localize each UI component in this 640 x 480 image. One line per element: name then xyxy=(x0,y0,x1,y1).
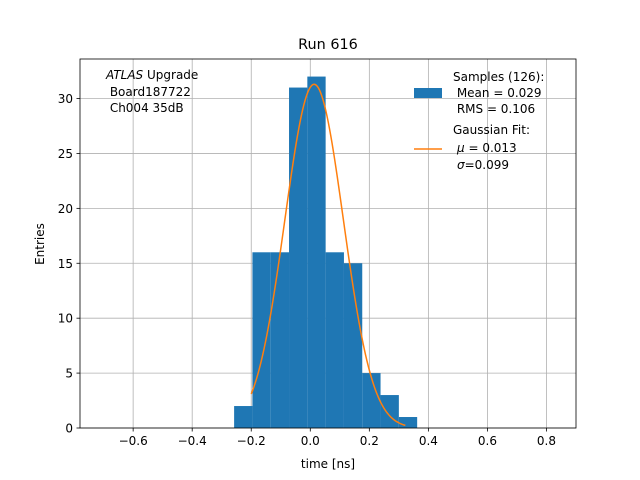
legend-sigma-symbol: σ xyxy=(457,158,465,172)
legend-samples-line1: Samples (126): xyxy=(453,70,544,84)
legend-fit-mu: μ = 0.013 xyxy=(456,141,517,155)
x-tick-label: 0.4 xyxy=(419,434,438,448)
y-tick-label: 10 xyxy=(58,312,73,326)
y-tick-label: 25 xyxy=(58,147,73,161)
annotation-upgrade: Upgrade xyxy=(143,68,198,82)
histogram-bar xyxy=(362,373,381,428)
y-axis-ticks: 0 5 10 15 20 25 30 xyxy=(58,92,80,436)
histogram-bar xyxy=(252,252,271,428)
histogram-bars xyxy=(234,76,418,429)
y-tick-label: 20 xyxy=(58,202,73,216)
y-axis-label: Entries xyxy=(33,223,47,265)
histogram-bar xyxy=(289,87,308,428)
histogram-bar xyxy=(307,76,326,429)
x-axis-label: time [ns] xyxy=(301,457,355,471)
legend-mu-value: = 0.013 xyxy=(465,141,517,155)
annotation-board: Board187722 xyxy=(106,85,191,99)
annotation-line1: ATLAS Upgrade xyxy=(105,68,198,82)
legend-mu-symbol: μ xyxy=(456,141,465,155)
histogram-bar xyxy=(343,263,363,428)
x-tick-label: −0.6 xyxy=(119,434,148,448)
annotation-channel: Ch004 35dB xyxy=(106,101,184,115)
x-tick-label: 0.8 xyxy=(537,434,556,448)
x-tick-label: −0.2 xyxy=(237,434,266,448)
histogram-bar xyxy=(270,252,290,428)
x-tick-label: −0.4 xyxy=(178,434,207,448)
legend-fit-line1: Gaussian Fit: xyxy=(453,123,530,137)
legend-samples-mean: Mean = 0.029 xyxy=(453,86,542,100)
x-tick-label: 0.6 xyxy=(478,434,497,448)
histogram-bar xyxy=(234,406,253,428)
x-axis-ticks: −0.6 −0.4 −0.2 0.0 0.2 0.4 0.6 0.8 xyxy=(119,428,556,448)
gaussian-fit xyxy=(250,83,406,427)
y-tick-label: 30 xyxy=(58,92,73,106)
plot-frame xyxy=(79,58,577,429)
legend-fit-sigma: σ=0.099 xyxy=(457,158,509,172)
fit-curve xyxy=(250,83,406,427)
histogram-bar xyxy=(325,252,344,428)
x-tick-label: 0.0 xyxy=(301,434,320,448)
histogram-bar xyxy=(398,417,418,428)
legend-samples-patch xyxy=(414,88,442,98)
x-tick-label: 0.2 xyxy=(360,434,379,448)
y-tick-label: 0 xyxy=(65,422,73,436)
annotation-atlas: ATLAS xyxy=(105,68,144,82)
histogram-bar xyxy=(380,395,399,428)
atlas-annotation: ATLAS Upgrade Board187722 Ch004 35dB xyxy=(105,68,198,115)
chart-title: Run 616 xyxy=(298,37,358,53)
y-tick-label: 5 xyxy=(65,367,73,381)
legend-sigma-value: =0.099 xyxy=(465,158,509,172)
legend-samples-rms: RMS = 0.106 xyxy=(453,102,535,116)
y-tick-label: 15 xyxy=(58,257,73,271)
legend: Samples (126): Mean = 0.029 RMS = 0.106 … xyxy=(414,70,544,172)
